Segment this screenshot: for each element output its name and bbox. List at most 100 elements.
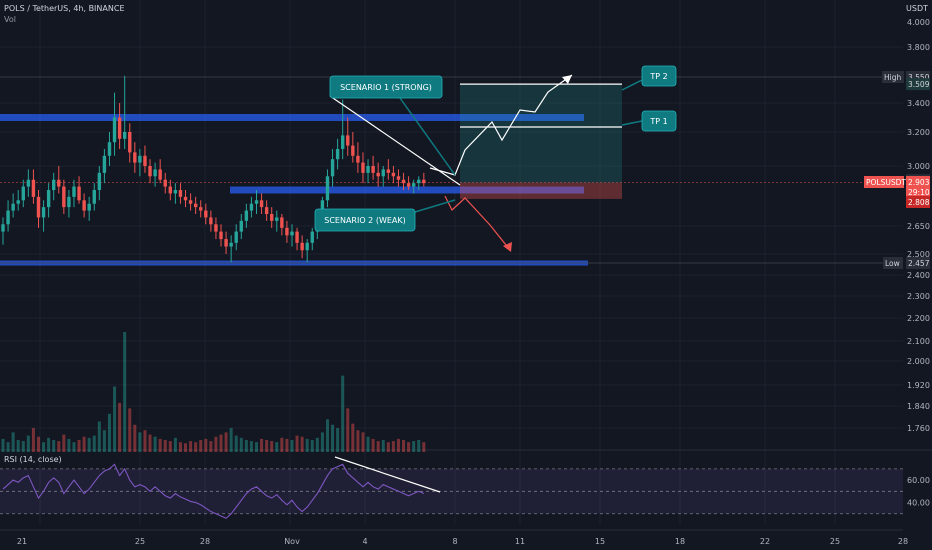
candle-body (214, 224, 218, 232)
candle-body (178, 190, 183, 197)
candle-body (122, 132, 127, 139)
rsi-tick-label: 40.00 (907, 499, 930, 508)
time-tick-label: Nov (284, 537, 300, 546)
volume-bar (163, 440, 167, 452)
candle-body (168, 186, 173, 194)
time-tick-label: 11 (515, 537, 525, 546)
volume-bar (361, 432, 365, 452)
symbol-tag: POLSUSDT (866, 178, 906, 187)
candle-body (204, 210, 208, 218)
candle-body (199, 207, 203, 211)
candle-body (310, 231, 314, 243)
grid-lines (0, 0, 903, 525)
price-tick-label: 2.100 (907, 337, 930, 346)
candle-body (26, 179, 31, 187)
tp2-callout-pointer (621, 79, 643, 91)
candle-body (396, 176, 401, 180)
volume-bar (341, 375, 345, 452)
price-tick-label: 4.000 (907, 18, 930, 27)
candle-body (107, 142, 112, 156)
volume-bar (148, 434, 152, 452)
candle-body (356, 155, 360, 163)
candle-body (239, 220, 243, 232)
volume-bar (310, 440, 314, 452)
tp2-price-badge-bg (906, 78, 930, 91)
volume-bar (52, 440, 56, 452)
volume-bar (229, 428, 233, 452)
candle-body (21, 186, 25, 201)
volume-bar (331, 424, 335, 452)
candle-body (46, 190, 51, 208)
price-tick-label: 2.650 (907, 222, 930, 231)
rsi-tick-label: 60.00 (907, 476, 930, 485)
candle-body (366, 166, 370, 173)
candle-body (6, 210, 10, 225)
volume-bar (92, 435, 96, 452)
volume-bar (87, 437, 91, 452)
volume-bar (194, 442, 198, 452)
volume-bar (42, 442, 46, 452)
candle-body (340, 135, 345, 149)
volume-bar (244, 440, 248, 452)
scenario1-arrowhead (562, 75, 572, 84)
time-tick-label: 25 (830, 537, 840, 546)
zone-support (230, 186, 584, 194)
volume-bar (305, 438, 309, 452)
candle-body (148, 166, 152, 177)
volume-bar (36, 436, 40, 452)
volume-bar (336, 428, 340, 452)
candle-body (305, 242, 309, 251)
volume-bar (67, 438, 71, 452)
candle-body (219, 231, 223, 240)
volume-bar (102, 430, 106, 452)
countdown-badge: 29:10 (908, 188, 930, 197)
candle-body (249, 203, 254, 211)
volume-bars (1, 332, 426, 452)
scenario2-arrowhead (503, 242, 512, 252)
volume-bar (224, 432, 228, 452)
volume-bar (219, 434, 223, 452)
candle-body (280, 217, 284, 228)
candle-body (41, 207, 46, 218)
time-tick-label: 4 (362, 537, 367, 546)
volume-bar (77, 440, 81, 452)
volume-bar (173, 437, 177, 452)
symbol-title: POLS / TetherUS, 4h, BINANCE (4, 4, 125, 13)
volume-bar (402, 440, 406, 452)
candle-body (102, 155, 107, 173)
candle-body (1, 224, 5, 232)
volume-bar (184, 443, 188, 452)
candle-body (31, 179, 36, 197)
volume-bar (280, 437, 284, 452)
price-tick-label: 2.500 (907, 250, 930, 259)
scenario1-callout-box (329, 75, 443, 99)
tp2-callout-box (641, 65, 677, 87)
volume-bar (270, 441, 274, 452)
volume-bar (234, 435, 238, 452)
candle-body (264, 207, 269, 214)
candle-body (422, 179, 426, 184)
scenario2-callout-pointer (414, 199, 456, 213)
tp2-callout-text: TP 2 (649, 72, 667, 81)
tp1-callout-pointer (621, 120, 643, 126)
price-tick-label: 2.400 (907, 271, 930, 280)
candle-body (117, 117, 122, 139)
candle-body (67, 196, 71, 208)
volume-bar (204, 438, 208, 452)
high-price-badge: 3.550 (908, 73, 930, 82)
candle-body (11, 203, 15, 211)
time-tick-label: 25 (135, 537, 145, 546)
candle-body (254, 200, 259, 204)
volume-bar (386, 442, 390, 452)
candle-body (92, 190, 96, 204)
candle-body (346, 135, 350, 146)
price-tick-label: 3.400 (907, 99, 930, 108)
candle-body (87, 203, 91, 211)
volume-bar (118, 402, 122, 452)
time-tick-label: 21 (17, 537, 27, 546)
volume-bar (82, 436, 86, 452)
zone-resistance (0, 114, 584, 121)
volume-bar (412, 441, 416, 452)
time-tick-label: 28 (200, 537, 210, 546)
